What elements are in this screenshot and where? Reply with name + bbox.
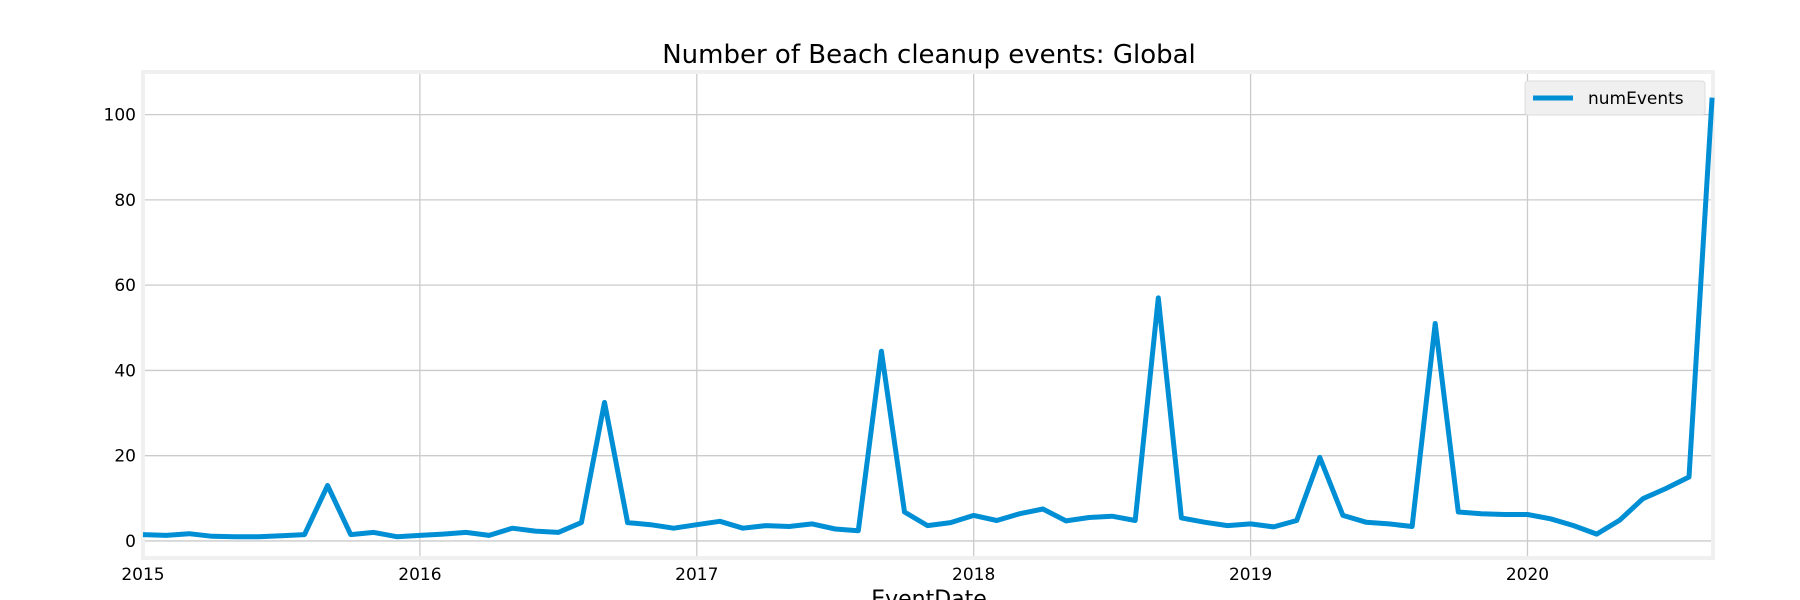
plot-area-background — [143, 72, 1713, 558]
y-tick-label: 80 — [114, 191, 136, 211]
x-tick-label: 2017 — [675, 565, 718, 585]
plot-area-frame — [141, 70, 1715, 560]
y-tick-label: 20 — [114, 447, 136, 467]
y-tick-labels: 0 20 40 60 80 100 — [104, 106, 136, 552]
series-group — [142, 97, 1715, 540]
grid-lines — [142, 72, 1713, 558]
y-tick-label: 0 — [125, 532, 136, 552]
chart-title: Number of Beach cleanup events: Global — [662, 40, 1196, 70]
x-tick-label: 2015 — [121, 565, 164, 585]
series-line-numEvents — [142, 97, 1715, 540]
x-tick-label: 2018 — [952, 565, 995, 585]
x-tick-label: 2020 — [1506, 565, 1549, 585]
y-tick-label: 60 — [114, 276, 136, 296]
x-axis-label: EventDate — [871, 587, 987, 600]
y-tick-label: 100 — [104, 106, 136, 126]
x-tick-labels: 2015 2016 2017 2018 2019 2020 — [121, 565, 1549, 585]
legend: numEvents — [1524, 80, 1706, 116]
legend-label-numEvents: numEvents — [1588, 89, 1684, 109]
legend-box — [1524, 80, 1706, 116]
x-tick-label: 2016 — [398, 565, 441, 585]
y-tick-label: 40 — [114, 361, 136, 381]
x-tick-label: 2019 — [1229, 565, 1272, 585]
